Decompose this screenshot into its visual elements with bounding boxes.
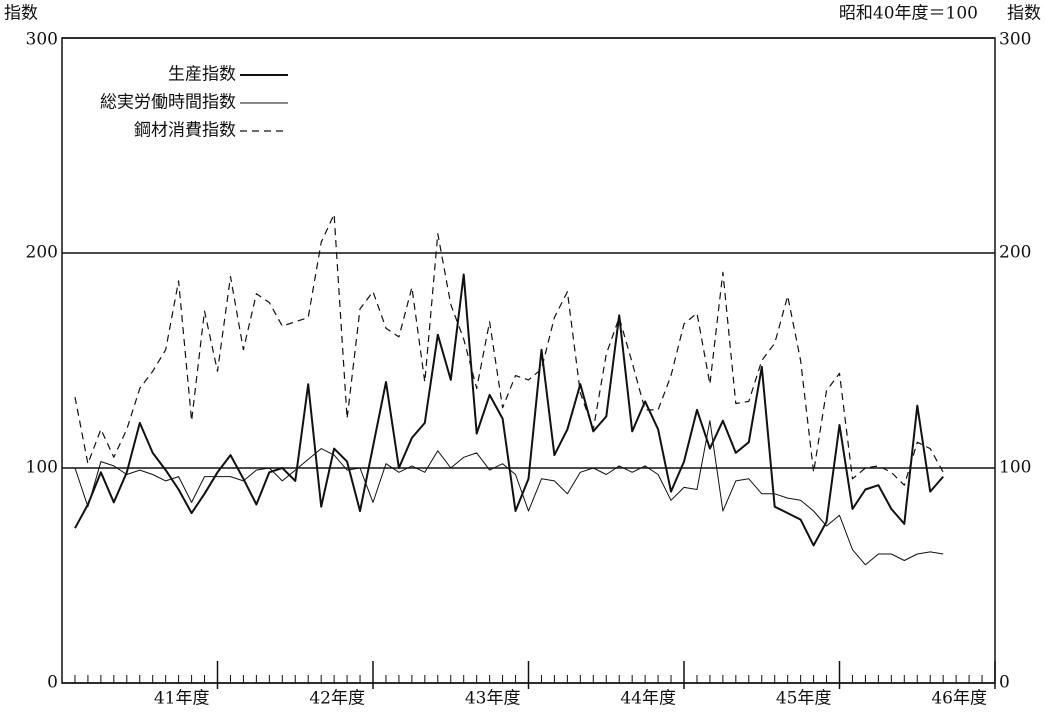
y2-axis-title: 指数 — [1007, 4, 1041, 24]
y2-tick-label: 0 — [999, 673, 1010, 693]
y-tick-label: 300 — [26, 30, 58, 50]
x-tick-label: 42年度 — [309, 689, 365, 709]
y2-tick-label: 200 — [999, 243, 1031, 263]
x-tick-label: 41年度 — [154, 689, 210, 709]
y-tick-label: 0 — [47, 673, 58, 693]
legend-label: 生産指数 — [168, 65, 236, 85]
y2-tick-label: 100 — [999, 458, 1031, 478]
legend-label: 鋼材消費指数 — [134, 121, 236, 141]
series-line — [74, 273, 944, 547]
y-tick-label: 100 — [26, 458, 58, 478]
y2-tick-label: 300 — [999, 30, 1031, 50]
x-tick-label: 46年度 — [931, 689, 987, 709]
series-line — [74, 213, 944, 486]
x-tick-label: 44年度 — [620, 689, 676, 709]
x-tick-label: 43年度 — [465, 689, 521, 709]
legend-label: 総実労働時間指数 — [100, 93, 236, 113]
note: 昭和40年度＝100 — [839, 4, 978, 24]
y-tick-label: 200 — [26, 243, 58, 263]
series-line — [74, 420, 944, 566]
y-axis-title: 指数 — [4, 4, 38, 24]
x-tick-label: 45年度 — [776, 689, 832, 709]
